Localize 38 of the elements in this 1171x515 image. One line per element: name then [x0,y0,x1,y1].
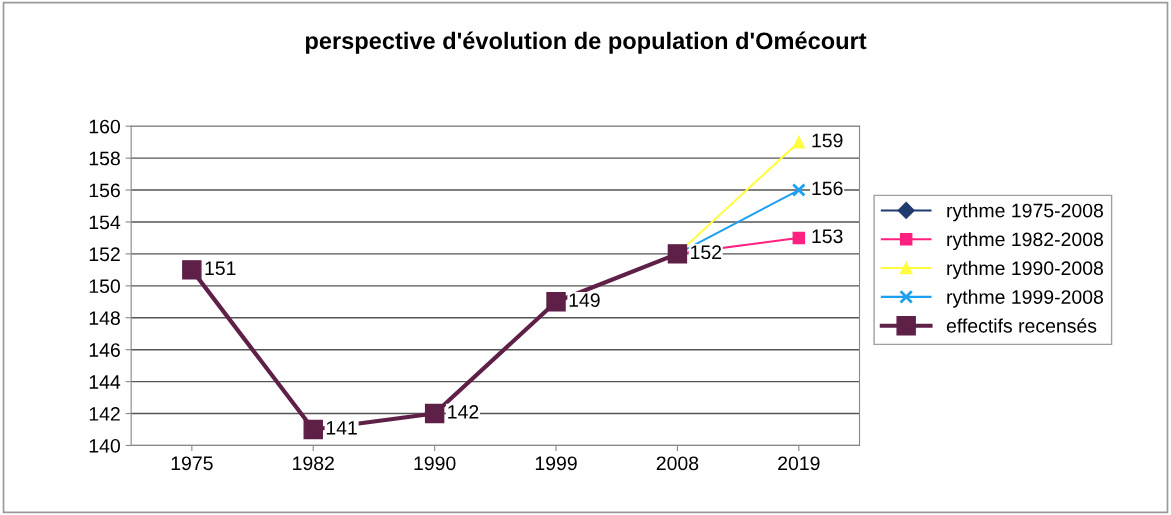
data-label: 151 [205,261,236,276]
data-label: 142 [448,405,479,419]
point [791,183,806,197]
x-tick-label: 1999 [535,456,577,471]
data-label: 141 [326,421,357,435]
point [424,403,445,424]
legend-label: rythme 1975-2008 [947,203,1103,222]
data-label: 159 [812,133,843,148]
data-label: 153 [812,229,843,244]
point [303,419,323,440]
y-tick-label: 146 [89,343,120,357]
x-tick-label: 1975 [171,456,213,471]
legend-label: effectifs recensés [946,318,1097,333]
y-tick-label: 142 [89,407,120,421]
point [546,292,566,312]
y-tick-label: 152 [89,247,120,262]
x-tick-label: 1982 [293,456,334,471]
legend-label: rythme 1982-2008 [947,231,1103,251]
y-tick-label: 160 [89,119,120,134]
y-tick-label: 144 [89,375,121,389]
y-tick-label: 150 [89,279,120,294]
y-tick-label: 148 [89,311,120,325]
data-label: 156 [812,181,843,196]
y-tick-label: 158 [89,151,120,166]
y-tick-label: 154 [89,215,121,230]
x-tick-label: 2008 [656,456,699,471]
y-tick-label: 156 [89,183,120,198]
legend-label: rythme 1999-2008 [947,289,1103,308]
x-tick-label: 1990 [414,456,456,471]
data-label: 149 [569,293,600,308]
y-tick-label: 140 [89,438,120,453]
data-label: 152 [691,245,722,260]
chart-title: perspective d'évolution de population d'Omécourt [305,31,867,54]
legend-label: rythme 1990-2008 [947,260,1103,279]
point [792,135,806,149]
x-tick-label: 2019 [778,456,820,471]
point [182,260,202,280]
point [792,231,806,245]
